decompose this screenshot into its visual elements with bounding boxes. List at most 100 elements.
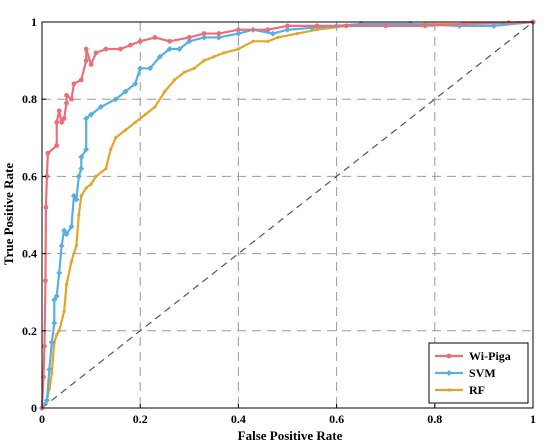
y-tick-label: 0.8 <box>22 92 37 106</box>
y-ticks: 0 0.2 0.4 0.6 0.8 1 <box>22 15 46 415</box>
wi-piga-series-point <box>88 62 94 67</box>
svm-series-point <box>70 192 77 199</box>
svm-series-point <box>83 146 90 153</box>
rf-series-point <box>89 182 93 186</box>
rf-series-point <box>94 174 98 178</box>
rf-series-point <box>69 259 74 263</box>
x-axis-label: False Positive Rate <box>238 428 343 443</box>
rf-series-point <box>84 186 88 190</box>
wi-piga-series-point <box>127 42 133 48</box>
x-tick-label: 0.2 <box>133 412 148 426</box>
x-tick-label: 0.4 <box>231 412 246 426</box>
wi-piga-series-point <box>344 23 349 29</box>
wi-piga-series-point <box>422 23 428 29</box>
wi-piga-series-point <box>167 38 173 44</box>
svm-series-point <box>132 80 139 87</box>
wi-piga-series-point <box>461 21 467 27</box>
svm-series-point <box>61 227 68 234</box>
rf-series-point <box>172 78 177 82</box>
wi-piga-series-point <box>201 31 207 36</box>
svm-series-point <box>78 165 85 172</box>
svm-series-point <box>51 296 58 303</box>
rf-series-point <box>315 28 319 32</box>
wi-piga-series-point <box>69 96 74 102</box>
series-layer <box>39 19 536 411</box>
svm-series-point <box>166 46 173 53</box>
svm-series-point <box>78 154 85 161</box>
svm-series-point <box>490 22 497 29</box>
rf-series-point <box>266 39 270 43</box>
rf-series-point <box>104 167 108 171</box>
rf-series-point <box>153 105 157 109</box>
rf-series-point <box>182 70 186 74</box>
wi-piga-series-point <box>506 20 511 26</box>
svm-series-point <box>176 46 183 53</box>
wi-piga-series-point <box>314 23 320 29</box>
svm-series-point <box>63 231 70 238</box>
wi-piga-series-point <box>83 58 89 63</box>
rf-series-point <box>64 282 69 287</box>
legend: Wi-Piga SVM RF <box>428 342 529 404</box>
diagonal-reference-line <box>41 21 534 409</box>
rf-series-point <box>74 244 78 248</box>
svm-series-point <box>53 293 60 300</box>
svm-series-point <box>97 103 104 110</box>
legend-wi-piga-point <box>446 353 452 359</box>
wi-piga-series-point <box>186 35 192 40</box>
wi-piga-series-point <box>137 38 143 44</box>
legend-svm-point <box>446 370 452 376</box>
wi-piga-series-point <box>236 27 241 33</box>
rf-series-point <box>276 35 280 40</box>
svm-series-point <box>51 320 58 327</box>
wi-piga-series-point <box>152 35 158 40</box>
legend-rf-point <box>447 388 451 392</box>
svm-series-point <box>68 223 75 230</box>
wi-piga-series-point <box>54 143 60 148</box>
svm-series-point <box>58 242 65 249</box>
rf-series-point <box>236 47 240 51</box>
plot-area-frame <box>41 21 534 409</box>
svm-series-point <box>186 38 193 45</box>
legend-item-svm: SVM <box>435 366 496 380</box>
svm-series-point <box>201 34 208 41</box>
wi-piga-series-point <box>54 119 60 125</box>
rf-series-point <box>77 213 81 217</box>
y-tick-label: 0.4 <box>22 247 37 261</box>
y-tick-label: 0.6 <box>22 169 37 183</box>
wi-piga-series-point <box>56 108 62 114</box>
legend-label: RF <box>469 383 485 397</box>
wi-piga-series-point <box>265 27 271 33</box>
wi-piga-series-point <box>64 100 69 106</box>
x-tick-label: 0 <box>39 412 45 426</box>
legend-item-rf: RF <box>435 383 485 397</box>
svm-series-point <box>75 173 82 180</box>
svm-series-point <box>137 65 144 72</box>
svm-series-point <box>147 65 154 72</box>
y-tick-label: 0.2 <box>22 324 37 338</box>
wi-piga-series-point <box>59 119 65 125</box>
y-tick-label: 0 <box>31 401 37 415</box>
svm-series-point <box>112 96 119 103</box>
svm-series-point <box>269 30 276 37</box>
rf-series-point <box>212 55 216 59</box>
svm-series-point <box>215 34 222 41</box>
svm-series-point <box>48 339 55 346</box>
legend-item-wi-piga: Wi-Piga <box>435 349 511 363</box>
svm-series-point <box>122 88 129 95</box>
wi-piga-series-point <box>64 92 69 98</box>
svm-series-point <box>83 115 90 122</box>
wi-piga-series-point <box>45 150 51 156</box>
svm-series-point <box>235 30 242 37</box>
svm-series-point <box>88 111 95 118</box>
rf-series-point <box>79 194 83 198</box>
wi-piga-series-point <box>118 46 123 52</box>
wi-piga-series-point <box>78 77 84 83</box>
rf-series-point <box>202 59 206 63</box>
x-tick-label: 1 <box>530 412 536 426</box>
svm-series-point <box>46 366 53 373</box>
rf-series-point <box>109 147 113 151</box>
rf-series-point <box>50 371 54 375</box>
rf-series-point <box>114 136 118 140</box>
wi-piga-series-point <box>285 23 290 29</box>
wi-piga-series-point <box>71 81 77 87</box>
